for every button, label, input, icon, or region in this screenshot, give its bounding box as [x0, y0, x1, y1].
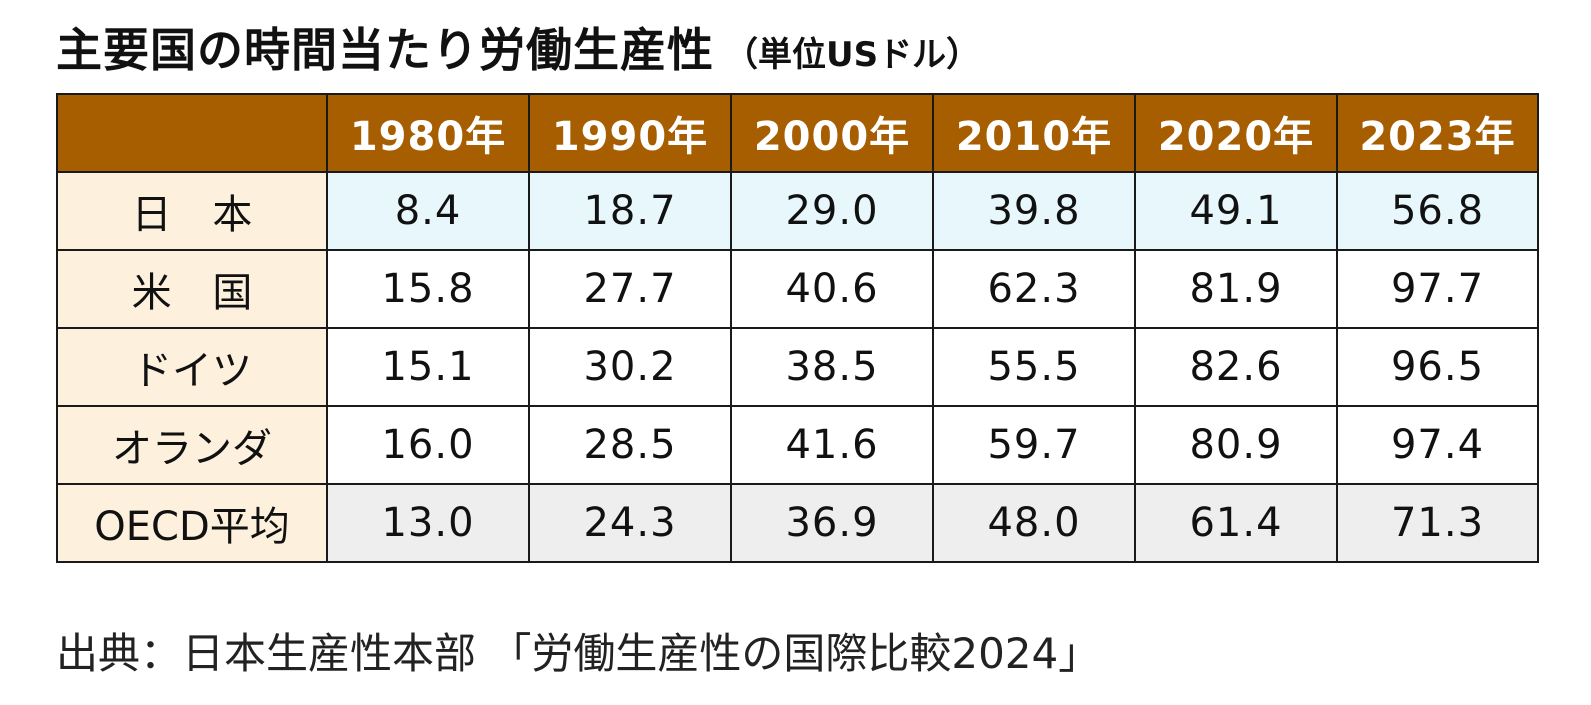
value-cell: 59.7 — [932, 405, 1136, 485]
country-label-germany: ドイツ — [56, 327, 328, 407]
value-cell: 71.3 — [1336, 483, 1539, 563]
country-label-japan: 日 本 — [56, 171, 328, 251]
value-cell: 15.8 — [326, 249, 530, 329]
source-note: 出典：日本生産性本部 「労働生産性の国際比較2024」 — [56, 629, 1101, 678]
country-label-netherlands: オランダ — [56, 405, 328, 485]
value-cell: 97.4 — [1336, 405, 1539, 485]
chart-title-block: 主要国の時間当たり労働生産性 （単位USドル） — [56, 14, 980, 84]
year-header-2023: 2023年 — [1336, 93, 1539, 173]
value-cell: 41.6 — [730, 405, 934, 485]
value-cell: 38.5 — [730, 327, 934, 407]
value-cell: 16.0 — [326, 405, 530, 485]
value-cell: 56.8 — [1336, 171, 1539, 251]
header-row: 1980年 1990年 2000年 2010年 2020年 2023年 — [56, 93, 1539, 173]
value-cell: 13.0 — [326, 483, 530, 563]
value-cell: 15.1 — [326, 327, 530, 407]
value-cell: 18.7 — [528, 171, 732, 251]
country-label-oecd-average: OECD平均 — [56, 483, 328, 563]
value-cell: 28.5 — [528, 405, 732, 485]
value-cell: 48.0 — [932, 483, 1136, 563]
table-row-netherlands: オランダ 16.0 28.5 41.6 59.7 80.9 97.4 — [56, 405, 1539, 485]
year-header-2000: 2000年 — [730, 93, 934, 173]
value-cell: 96.5 — [1336, 327, 1539, 407]
value-cell: 82.6 — [1134, 327, 1338, 407]
table-row-germany: ドイツ 15.1 30.2 38.5 55.5 82.6 96.5 — [56, 327, 1539, 407]
year-header-2020: 2020年 — [1134, 93, 1338, 173]
value-cell: 29.0 — [730, 171, 934, 251]
header-corner-cell — [56, 93, 328, 173]
table-row-oecd-average: OECD平均 13.0 24.3 36.9 48.0 61.4 71.3 — [56, 483, 1539, 563]
value-cell: 36.9 — [730, 483, 934, 563]
value-cell: 97.7 — [1336, 249, 1539, 329]
value-cell: 8.4 — [326, 171, 530, 251]
year-header-2010: 2010年 — [932, 93, 1136, 173]
year-header-1980: 1980年 — [326, 93, 530, 173]
value-cell: 61.4 — [1134, 483, 1338, 563]
country-label-usa: 米 国 — [56, 249, 328, 329]
value-cell: 27.7 — [528, 249, 732, 329]
value-cell: 55.5 — [932, 327, 1136, 407]
value-cell: 62.3 — [932, 249, 1136, 329]
table-row-japan: 日 本 8.4 18.7 29.0 39.8 49.1 56.8 — [56, 171, 1539, 251]
year-header-1990: 1990年 — [528, 93, 732, 173]
value-cell: 80.9 — [1134, 405, 1338, 485]
value-cell: 39.8 — [932, 171, 1136, 251]
unit-label: （単位USドル） — [724, 35, 981, 75]
value-cell: 81.9 — [1134, 249, 1338, 329]
value-cell: 24.3 — [528, 483, 732, 563]
value-cell: 40.6 — [730, 249, 934, 329]
table-row-usa: 米 国 15.8 27.7 40.6 62.3 81.9 97.7 — [56, 249, 1539, 329]
chart-title: 主要国の時間当たり労働生産性 — [56, 23, 714, 77]
value-cell: 30.2 — [528, 327, 732, 407]
value-cell: 49.1 — [1134, 171, 1338, 251]
productivity-table: 1980年 1990年 2000年 2010年 2020年 2023年 日 本 … — [56, 93, 1539, 563]
